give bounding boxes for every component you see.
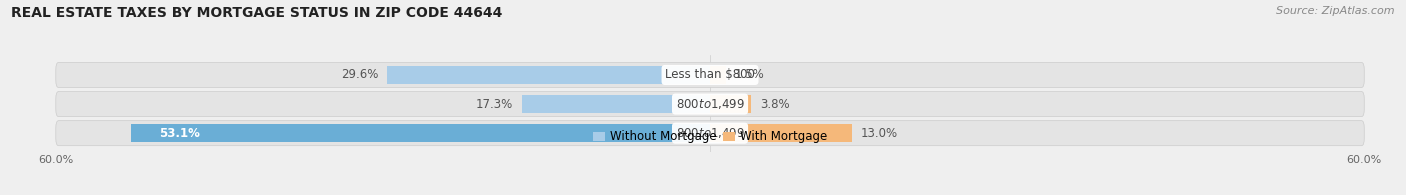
FancyBboxPatch shape (56, 92, 1364, 117)
Text: $800 to $1,499: $800 to $1,499 (675, 97, 745, 111)
Bar (710, 124, 852, 142)
Text: 17.3%: 17.3% (475, 98, 513, 111)
Text: 1.5%: 1.5% (735, 68, 765, 82)
Text: REAL ESTATE TAXES BY MORTGAGE STATUS IN ZIP CODE 44644: REAL ESTATE TAXES BY MORTGAGE STATUS IN … (11, 6, 502, 20)
Text: 53.1%: 53.1% (159, 127, 200, 140)
Bar (710, 95, 751, 113)
Text: $800 to $1,499: $800 to $1,499 (675, 126, 745, 140)
Text: 3.8%: 3.8% (761, 98, 790, 111)
Bar (710, 66, 727, 84)
Bar (522, 95, 710, 113)
Bar (388, 66, 710, 84)
Bar (131, 124, 710, 142)
Text: 29.6%: 29.6% (342, 68, 378, 82)
Legend: Without Mortgage, With Mortgage: Without Mortgage, With Mortgage (588, 126, 832, 148)
Text: 13.0%: 13.0% (860, 127, 897, 140)
Text: Source: ZipAtlas.com: Source: ZipAtlas.com (1277, 6, 1395, 16)
FancyBboxPatch shape (56, 62, 1364, 88)
Text: Less than $800: Less than $800 (665, 68, 755, 82)
FancyBboxPatch shape (56, 121, 1364, 146)
